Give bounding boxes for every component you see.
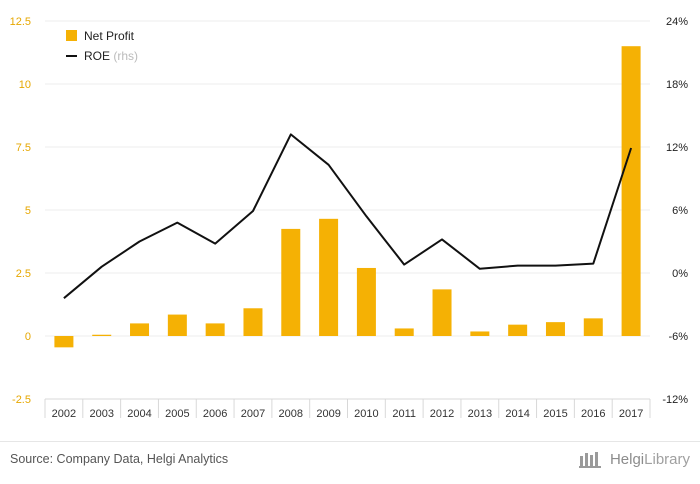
bar-2009 — [319, 218, 339, 336]
source-text: Source: Company Data, Helgi Analytics — [10, 452, 229, 466]
line-series — [63, 133, 633, 299]
right-tick-label: 0% — [672, 268, 688, 280]
bar-2004 — [130, 323, 150, 336]
brand-name-part2: Library — [644, 450, 690, 468]
x-tick-label: 2010 — [354, 408, 378, 420]
bar-series — [54, 46, 641, 348]
right-tick-label: -12% — [662, 394, 688, 406]
combo-chart: 2002 2003 2004 2005 2006 2007 2008 2009 2010 2011… — [10, 16, 689, 420]
bar-2008 — [281, 228, 301, 336]
x-tick-label: 2011 — [392, 408, 416, 420]
x-tick-label: 2004 — [127, 408, 151, 420]
x-tick-label: 2014 — [505, 408, 529, 420]
x-tick-label: 2006 — [203, 408, 227, 420]
x-tick-label: 2009 — [316, 408, 340, 420]
legend-suffix-rhs: (rhs) — [113, 49, 138, 63]
legend-swatch-net-profit — [66, 30, 77, 41]
bar-2011 — [394, 328, 414, 336]
bar-2017 — [621, 46, 641, 336]
x-tick-label: 2003 — [89, 408, 113, 420]
left-tick-label: 12.5 — [10, 16, 31, 28]
right-tick-label: 6% — [672, 205, 688, 217]
x-tick-label: 2002 — [52, 408, 76, 420]
bar-2015 — [545, 322, 565, 336]
left-tick-label: -2.5 — [12, 394, 31, 406]
right-tick-label: 12% — [666, 142, 688, 154]
right-tick-label: 18% — [666, 79, 688, 91]
footer: Source: Company Data, Helgi Analytics He… — [0, 441, 700, 484]
legend-label-roe: ROE (rhs) — [84, 49, 138, 63]
bar-2005 — [167, 314, 187, 336]
x-tick-label: 2007 — [241, 408, 265, 420]
left-tick-label: 7.5 — [16, 142, 31, 154]
bar-2007 — [243, 308, 263, 336]
right-tick-label: -6% — [668, 331, 688, 343]
bar-2003 — [92, 334, 112, 336]
brand-name-part1: Helgi — [609, 450, 645, 468]
x-tick-label: 2013 — [468, 408, 492, 420]
bar-2006 — [205, 323, 225, 336]
bar-2013 — [470, 331, 490, 336]
legend: Net Profit ROE (rhs) — [66, 29, 138, 63]
legend-label-net-profit: Net Profit — [84, 29, 135, 43]
bar-2002 — [54, 336, 74, 348]
right-axis: 24% 18% 12% 6% 0% -6% -12% — [662, 16, 688, 406]
brand-logo[interactable]: HelgiLibrary — [578, 450, 690, 468]
grid-lines — [45, 20, 650, 400]
left-tick-label: 10 — [19, 79, 31, 91]
x-tick-label: 2016 — [581, 408, 605, 420]
x-tick-label: 2017 — [619, 408, 643, 420]
left-tick-label: 2.5 — [16, 268, 31, 280]
x-axis: 2002 2003 2004 2005 2006 2007 2008 2009 2010 2011… — [44, 398, 651, 420]
x-tick-label: 2012 — [430, 408, 454, 420]
left-axis: 12.5 10 7.5 5 2.5 0 -2.5 — [10, 16, 31, 406]
x-tick-label: 2015 — [543, 408, 567, 420]
left-tick-label: 5 — [25, 205, 31, 217]
roe-line — [63, 133, 633, 299]
bar-2010 — [356, 267, 376, 336]
x-tick-label: 2005 — [165, 408, 189, 420]
x-tick-label: 2008 — [279, 408, 303, 420]
bar-2016 — [583, 318, 603, 336]
right-tick-label: 24% — [666, 16, 688, 28]
library-icon — [578, 452, 601, 468]
left-tick-label: 0 — [25, 331, 31, 343]
bar-2012 — [432, 289, 452, 336]
bar-2014 — [508, 324, 528, 336]
